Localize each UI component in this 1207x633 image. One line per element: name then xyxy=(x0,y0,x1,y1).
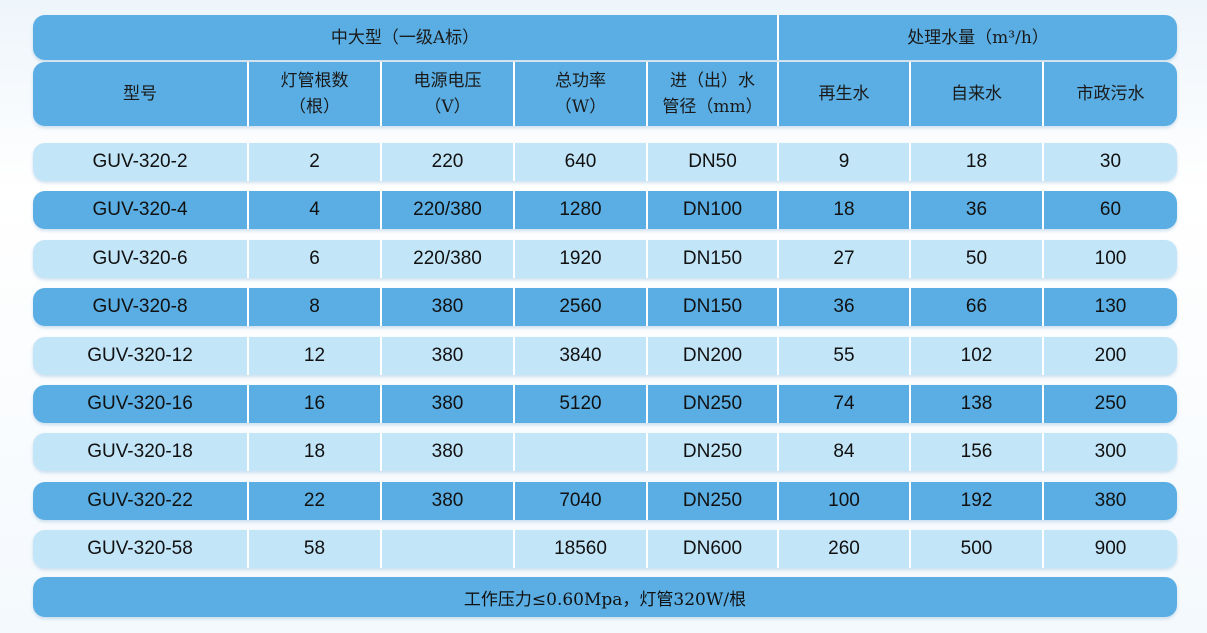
table-cell: GUV-320-4 xyxy=(33,191,249,230)
table-cell: 500 xyxy=(911,530,1044,569)
table-cell: GUV-320-12 xyxy=(33,336,249,375)
table-cell: 380 xyxy=(382,481,515,520)
footer-note: 工作压力≤0.60Mpa，灯管320W/根 xyxy=(33,577,1177,617)
table-cell: 22 xyxy=(249,481,382,520)
table-row: GUV-320-4 4 220/380 1280 DN100 18 36 60 xyxy=(33,191,1177,230)
column-header: 进（出）水 管径（mm） xyxy=(648,62,779,126)
table-cell: 9 xyxy=(779,143,911,181)
table-row: GUV-320-18 18 380 DN250 84 156 300 xyxy=(33,433,1177,472)
table-cell: 300 xyxy=(1094,441,1127,463)
table-cell: 36 xyxy=(911,191,1044,230)
table-cell: 30 xyxy=(1099,151,1122,172)
table-cell: DN600 xyxy=(648,530,779,569)
table-cell: 66 xyxy=(911,288,1044,327)
table-cell xyxy=(515,433,648,472)
table-cell: DN100 xyxy=(648,191,779,230)
table-cell: 2560 xyxy=(515,288,648,327)
table-cell: 192 xyxy=(911,481,1044,520)
table-cell: 100 xyxy=(1094,247,1127,269)
table-cell: 16 xyxy=(249,385,382,423)
table-cell: 6 xyxy=(249,239,382,278)
table-cell: DN150 xyxy=(648,288,779,327)
table-row: GUV-320-12 12 380 3840 DN200 55 102 200 xyxy=(33,336,1177,375)
table-cell: DN200 xyxy=(648,336,779,375)
table-row: GUV-320-22 22 380 7040 DN250 100 192 380 xyxy=(33,481,1177,520)
table-cell: 36 xyxy=(779,288,911,327)
table-cell: 18560 xyxy=(515,530,648,569)
column-header: 再生水 xyxy=(779,62,911,126)
column-header: 总功率 （W） xyxy=(515,62,648,126)
table-cell: GUV-320-6 xyxy=(33,239,249,278)
column-header: 自来水 xyxy=(911,62,1044,126)
table-cell xyxy=(382,530,515,569)
table-cell: 250 xyxy=(1094,393,1127,414)
table-cell: 220/380 xyxy=(382,239,515,278)
table-cell: GUV-320-18 xyxy=(33,433,249,472)
table-cell: 380 xyxy=(1094,489,1127,511)
header-group-model: 中大型（一级A标） xyxy=(33,15,779,60)
table-cell: 640 xyxy=(515,143,648,181)
table-cell: 260 xyxy=(779,530,911,569)
header-columns-row: 型号 灯管根数 （根） 电源电压 （V） 总功率 （W） 进（出）水 管径（mm） 再生水… xyxy=(33,62,1177,126)
table-cell: 3840 xyxy=(515,336,648,375)
table-cell: 130 xyxy=(1094,296,1127,318)
table-cell: 55 xyxy=(779,336,911,375)
column-header: 电源电压 （V） xyxy=(382,62,515,126)
column-header: 灯管根数 （根） xyxy=(249,62,382,126)
table-cell: 380 xyxy=(382,385,515,423)
table-cell: 200 xyxy=(1094,344,1127,366)
column-header: 型号 xyxy=(33,62,249,126)
table-cell: GUV-320-8 xyxy=(33,288,249,327)
table-cell: 58 xyxy=(249,530,382,569)
table-cell: 220 xyxy=(382,143,515,181)
table-cell: 2 xyxy=(249,143,382,181)
table-cell: 138 xyxy=(911,385,1044,423)
table-row: GUV-320-8 8 380 2560 DN150 36 66 130 xyxy=(33,288,1177,327)
table-cell: 18 xyxy=(249,433,382,472)
table-cell: 8 xyxy=(249,288,382,327)
header-group-capacity: 处理水量（m³/h） xyxy=(907,27,1049,48)
table-cell: DN250 xyxy=(648,385,779,423)
table-cell: 1920 xyxy=(515,239,648,278)
table-cell: 380 xyxy=(382,336,515,375)
table-cell: 220/380 xyxy=(382,191,515,230)
table-cell: 5120 xyxy=(515,385,648,423)
column-header: 市政污水 xyxy=(1076,84,1145,104)
table-cell: GUV-320-22 xyxy=(33,481,249,520)
table-cell: 27 xyxy=(779,239,911,278)
table-cell: 1280 xyxy=(515,191,648,230)
table-cell: 100 xyxy=(779,481,911,520)
table-cell: DN50 xyxy=(648,143,779,181)
table-cell: 12 xyxy=(249,336,382,375)
table-cell: 84 xyxy=(779,433,911,472)
table-cell: DN250 xyxy=(648,481,779,520)
table-cell: 900 xyxy=(1094,538,1127,560)
table-cell: GUV-320-16 xyxy=(33,385,249,423)
table-cell: 156 xyxy=(911,433,1044,472)
table-cell: 60 xyxy=(1099,199,1122,221)
table-cell: DN250 xyxy=(648,433,779,472)
table-cell: 380 xyxy=(382,288,515,327)
table-cell: GUV-320-58 xyxy=(33,530,249,569)
table-cell: 7040 xyxy=(515,481,648,520)
table-row: GUV-320-16 16 380 5120 DN250 74 138 250 xyxy=(33,385,1177,423)
table-cell: 102 xyxy=(911,336,1044,375)
table-cell: DN150 xyxy=(648,239,779,278)
table-cell: GUV-320-2 xyxy=(33,143,249,181)
table-cell: 380 xyxy=(382,433,515,472)
table-cell: 18 xyxy=(779,191,911,230)
table-row: GUV-320-6 6 220/380 1920 DN150 27 50 100 xyxy=(33,239,1177,278)
table-cell: 18 xyxy=(911,143,1044,181)
table-cell: 4 xyxy=(249,191,382,230)
table-cell: 50 xyxy=(911,239,1044,278)
table-row: GUV-320-58 58 18560 DN600 260 500 900 xyxy=(33,530,1177,569)
header-group-row: 中大型（一级A标） 处理水量（m³/h） xyxy=(33,15,1177,60)
table-row: GUV-320-2 2 220 640 DN50 9 18 30 xyxy=(33,143,1177,181)
table-cell: 74 xyxy=(779,385,911,423)
